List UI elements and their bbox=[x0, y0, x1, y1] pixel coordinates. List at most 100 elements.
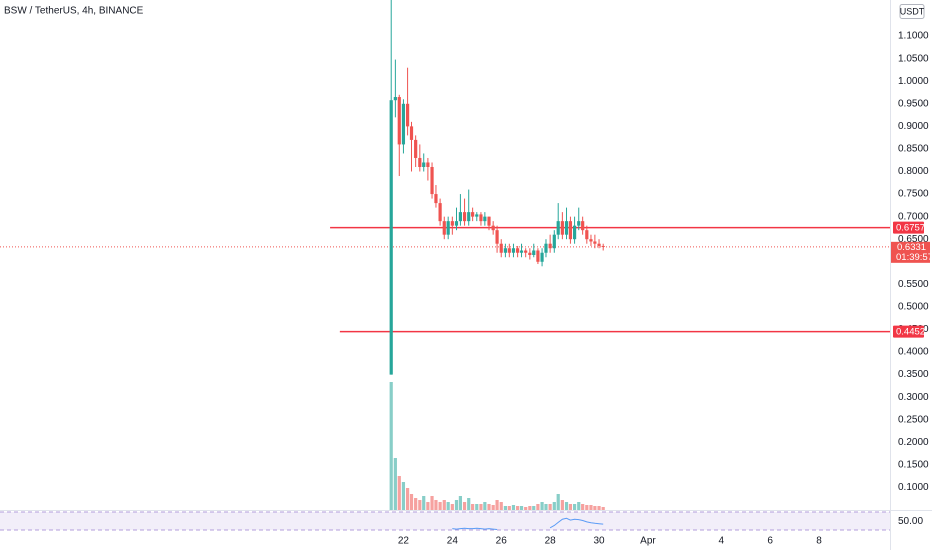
volume-bar bbox=[471, 504, 475, 510]
candle-body bbox=[577, 221, 581, 226]
price-pane bbox=[0, 0, 890, 510]
volume-bar bbox=[511, 505, 516, 510]
volume-bar bbox=[524, 507, 528, 510]
candle-body bbox=[548, 243, 552, 249]
volume-bar bbox=[589, 505, 593, 510]
volume-bar bbox=[601, 507, 605, 510]
volume-bar bbox=[409, 494, 414, 510]
candle-body bbox=[511, 248, 516, 253]
candle-body bbox=[536, 250, 540, 262]
volume-bar bbox=[462, 502, 467, 510]
candle-body bbox=[393, 97, 397, 101]
volume-bar bbox=[544, 504, 548, 510]
volume-bar bbox=[442, 500, 446, 510]
level-price-box bbox=[893, 325, 924, 338]
candle-body bbox=[585, 230, 589, 240]
candle-body bbox=[601, 245, 605, 247]
volume-bar bbox=[532, 506, 536, 510]
y-tick-label: 0.5500 bbox=[898, 279, 929, 290]
volume-bar bbox=[430, 496, 434, 510]
candle-body bbox=[495, 230, 499, 244]
x-tick-label: 4 bbox=[719, 536, 725, 547]
y-tick-label: 0.9500 bbox=[898, 98, 929, 109]
candle-body bbox=[544, 243, 548, 253]
candle-body bbox=[564, 221, 569, 235]
candle-body bbox=[458, 212, 463, 222]
volume-bar bbox=[454, 500, 459, 510]
rsi-pane bbox=[0, 511, 890, 531]
candle-body bbox=[462, 212, 467, 222]
y-tick-label: 0.7500 bbox=[898, 189, 929, 200]
volume-bar bbox=[458, 496, 463, 510]
volume-bar bbox=[438, 502, 442, 510]
candle-body bbox=[589, 239, 593, 242]
candle-body bbox=[409, 126, 414, 140]
level-price-box bbox=[893, 221, 924, 234]
x-tick-label: 6 bbox=[767, 536, 773, 547]
candle-body bbox=[572, 225, 577, 240]
currency-badge[interactable] bbox=[899, 4, 925, 19]
candle-body bbox=[552, 234, 556, 249]
volume-bar bbox=[519, 506, 524, 510]
volume-bar bbox=[491, 505, 495, 510]
volume-bar bbox=[577, 502, 581, 510]
candle-body bbox=[454, 221, 459, 226]
candle-body bbox=[479, 214, 483, 222]
y-tick-label: 0.3500 bbox=[898, 369, 929, 380]
candle-body bbox=[389, 100, 393, 375]
y-tick-label: 0.2500 bbox=[898, 414, 929, 425]
rsi-band bbox=[0, 512, 890, 530]
candle-body bbox=[528, 252, 532, 255]
y-tick-label: 0.4000 bbox=[898, 347, 929, 358]
y-tick-label: 0.6500 bbox=[898, 234, 929, 245]
volume-bar bbox=[516, 506, 520, 510]
volume-bar bbox=[414, 498, 418, 510]
candle-body bbox=[467, 212, 471, 222]
volume-bar bbox=[418, 500, 422, 510]
volume-bar bbox=[397, 476, 401, 510]
candle-body bbox=[471, 212, 475, 217]
candle-body bbox=[499, 243, 503, 253]
level-price-label: 0.4452 bbox=[896, 327, 925, 338]
candle-body bbox=[405, 103, 410, 127]
volume-bar bbox=[405, 488, 410, 510]
volume-bar bbox=[426, 502, 430, 510]
volume-bar bbox=[572, 504, 577, 510]
candle-body bbox=[503, 248, 507, 253]
volume-bar bbox=[540, 502, 544, 510]
volume-bar bbox=[548, 504, 552, 510]
rsi-tick-label: 50.00 bbox=[898, 516, 923, 527]
y-tick-label: 0.5000 bbox=[898, 302, 929, 313]
volume-bar bbox=[536, 504, 540, 510]
candle-body bbox=[442, 221, 446, 235]
candle-body bbox=[581, 221, 585, 231]
candle-body bbox=[540, 252, 544, 262]
volume-bar bbox=[446, 502, 450, 510]
candle-body bbox=[487, 216, 491, 226]
y-tick-label: 0.3000 bbox=[898, 392, 929, 403]
y-tick-label: 1.1000 bbox=[898, 31, 929, 42]
volume-bar bbox=[581, 504, 585, 510]
y-tick-label: 0.8000 bbox=[898, 166, 929, 177]
x-tick-label: Apr bbox=[640, 536, 656, 547]
candle-body bbox=[491, 225, 495, 231]
candle-body bbox=[446, 221, 450, 235]
volume-bar bbox=[495, 500, 499, 510]
volume-bar bbox=[487, 504, 491, 510]
y-tick-label: 0.2000 bbox=[898, 437, 929, 448]
volume-bar bbox=[422, 496, 426, 510]
candle-body bbox=[524, 250, 528, 253]
x-tick-label: 22 bbox=[398, 536, 410, 547]
candle-body bbox=[475, 214, 479, 217]
x-tick-label: 8 bbox=[816, 536, 822, 547]
candle-body bbox=[430, 166, 434, 195]
candle-body bbox=[556, 221, 560, 235]
x-tick-label: 30 bbox=[593, 536, 605, 547]
candle-body bbox=[593, 241, 597, 244]
countdown-label: 01:39:57 bbox=[896, 252, 932, 263]
y-tick-label: 0.7000 bbox=[898, 211, 929, 222]
y-tick-label: 0.9000 bbox=[898, 121, 929, 132]
y-tick-label: 1.0500 bbox=[898, 53, 929, 64]
